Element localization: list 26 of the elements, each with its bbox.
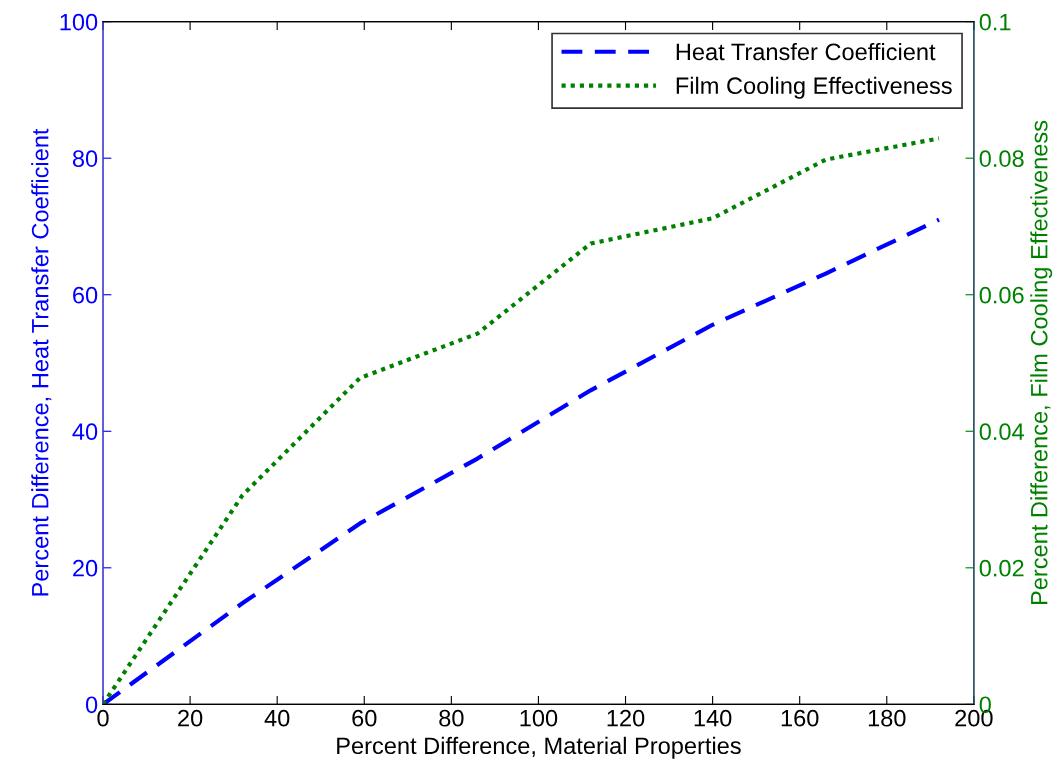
x-tick-label: 40 [264, 709, 290, 727]
y2-axis-title: Percent Difference, Film Cooling Effectiveness [1030, 120, 1053, 605]
legend-label: Heat Transfer Coefficient [676, 42, 936, 61]
x-tick-label: 20 [178, 709, 203, 727]
x-tick-label: 180 [868, 709, 906, 727]
y2-tick-label: 0.02 [979, 559, 1024, 577]
y-tick-label: 40 [72, 423, 98, 441]
x-tick-label: 80 [439, 709, 464, 727]
x-tick-label: 100 [520, 709, 558, 727]
y-tick-label: 80 [72, 150, 98, 167]
y2-tick-label: 0.08 [979, 150, 1024, 167]
x-tick-label: 0 [97, 709, 109, 727]
x-tick-label: 160 [781, 709, 819, 727]
y-axis-title: Percent Difference, Heat Transfer Coefficient [31, 128, 52, 596]
y-tick-label: 0 [85, 696, 98, 714]
x-tick-label: 120 [607, 709, 645, 727]
y-tick-label: 60 [73, 286, 98, 304]
legend-label: Film Cooling Effectiveness [676, 76, 952, 99]
y2-tick-label: 0.1 [979, 13, 1011, 31]
y2-tick-label: 0.04 [979, 423, 1024, 441]
x-tick-label: 140 [694, 709, 732, 727]
y2-tick-label: 0.06 [979, 286, 1024, 304]
x-tick-label: 60 [352, 709, 377, 727]
y-tick-label: 20 [73, 559, 98, 577]
x-axis-title: Percent Difference, Material Properties [337, 736, 741, 759]
y-tick-label: 100 [60, 13, 98, 31]
